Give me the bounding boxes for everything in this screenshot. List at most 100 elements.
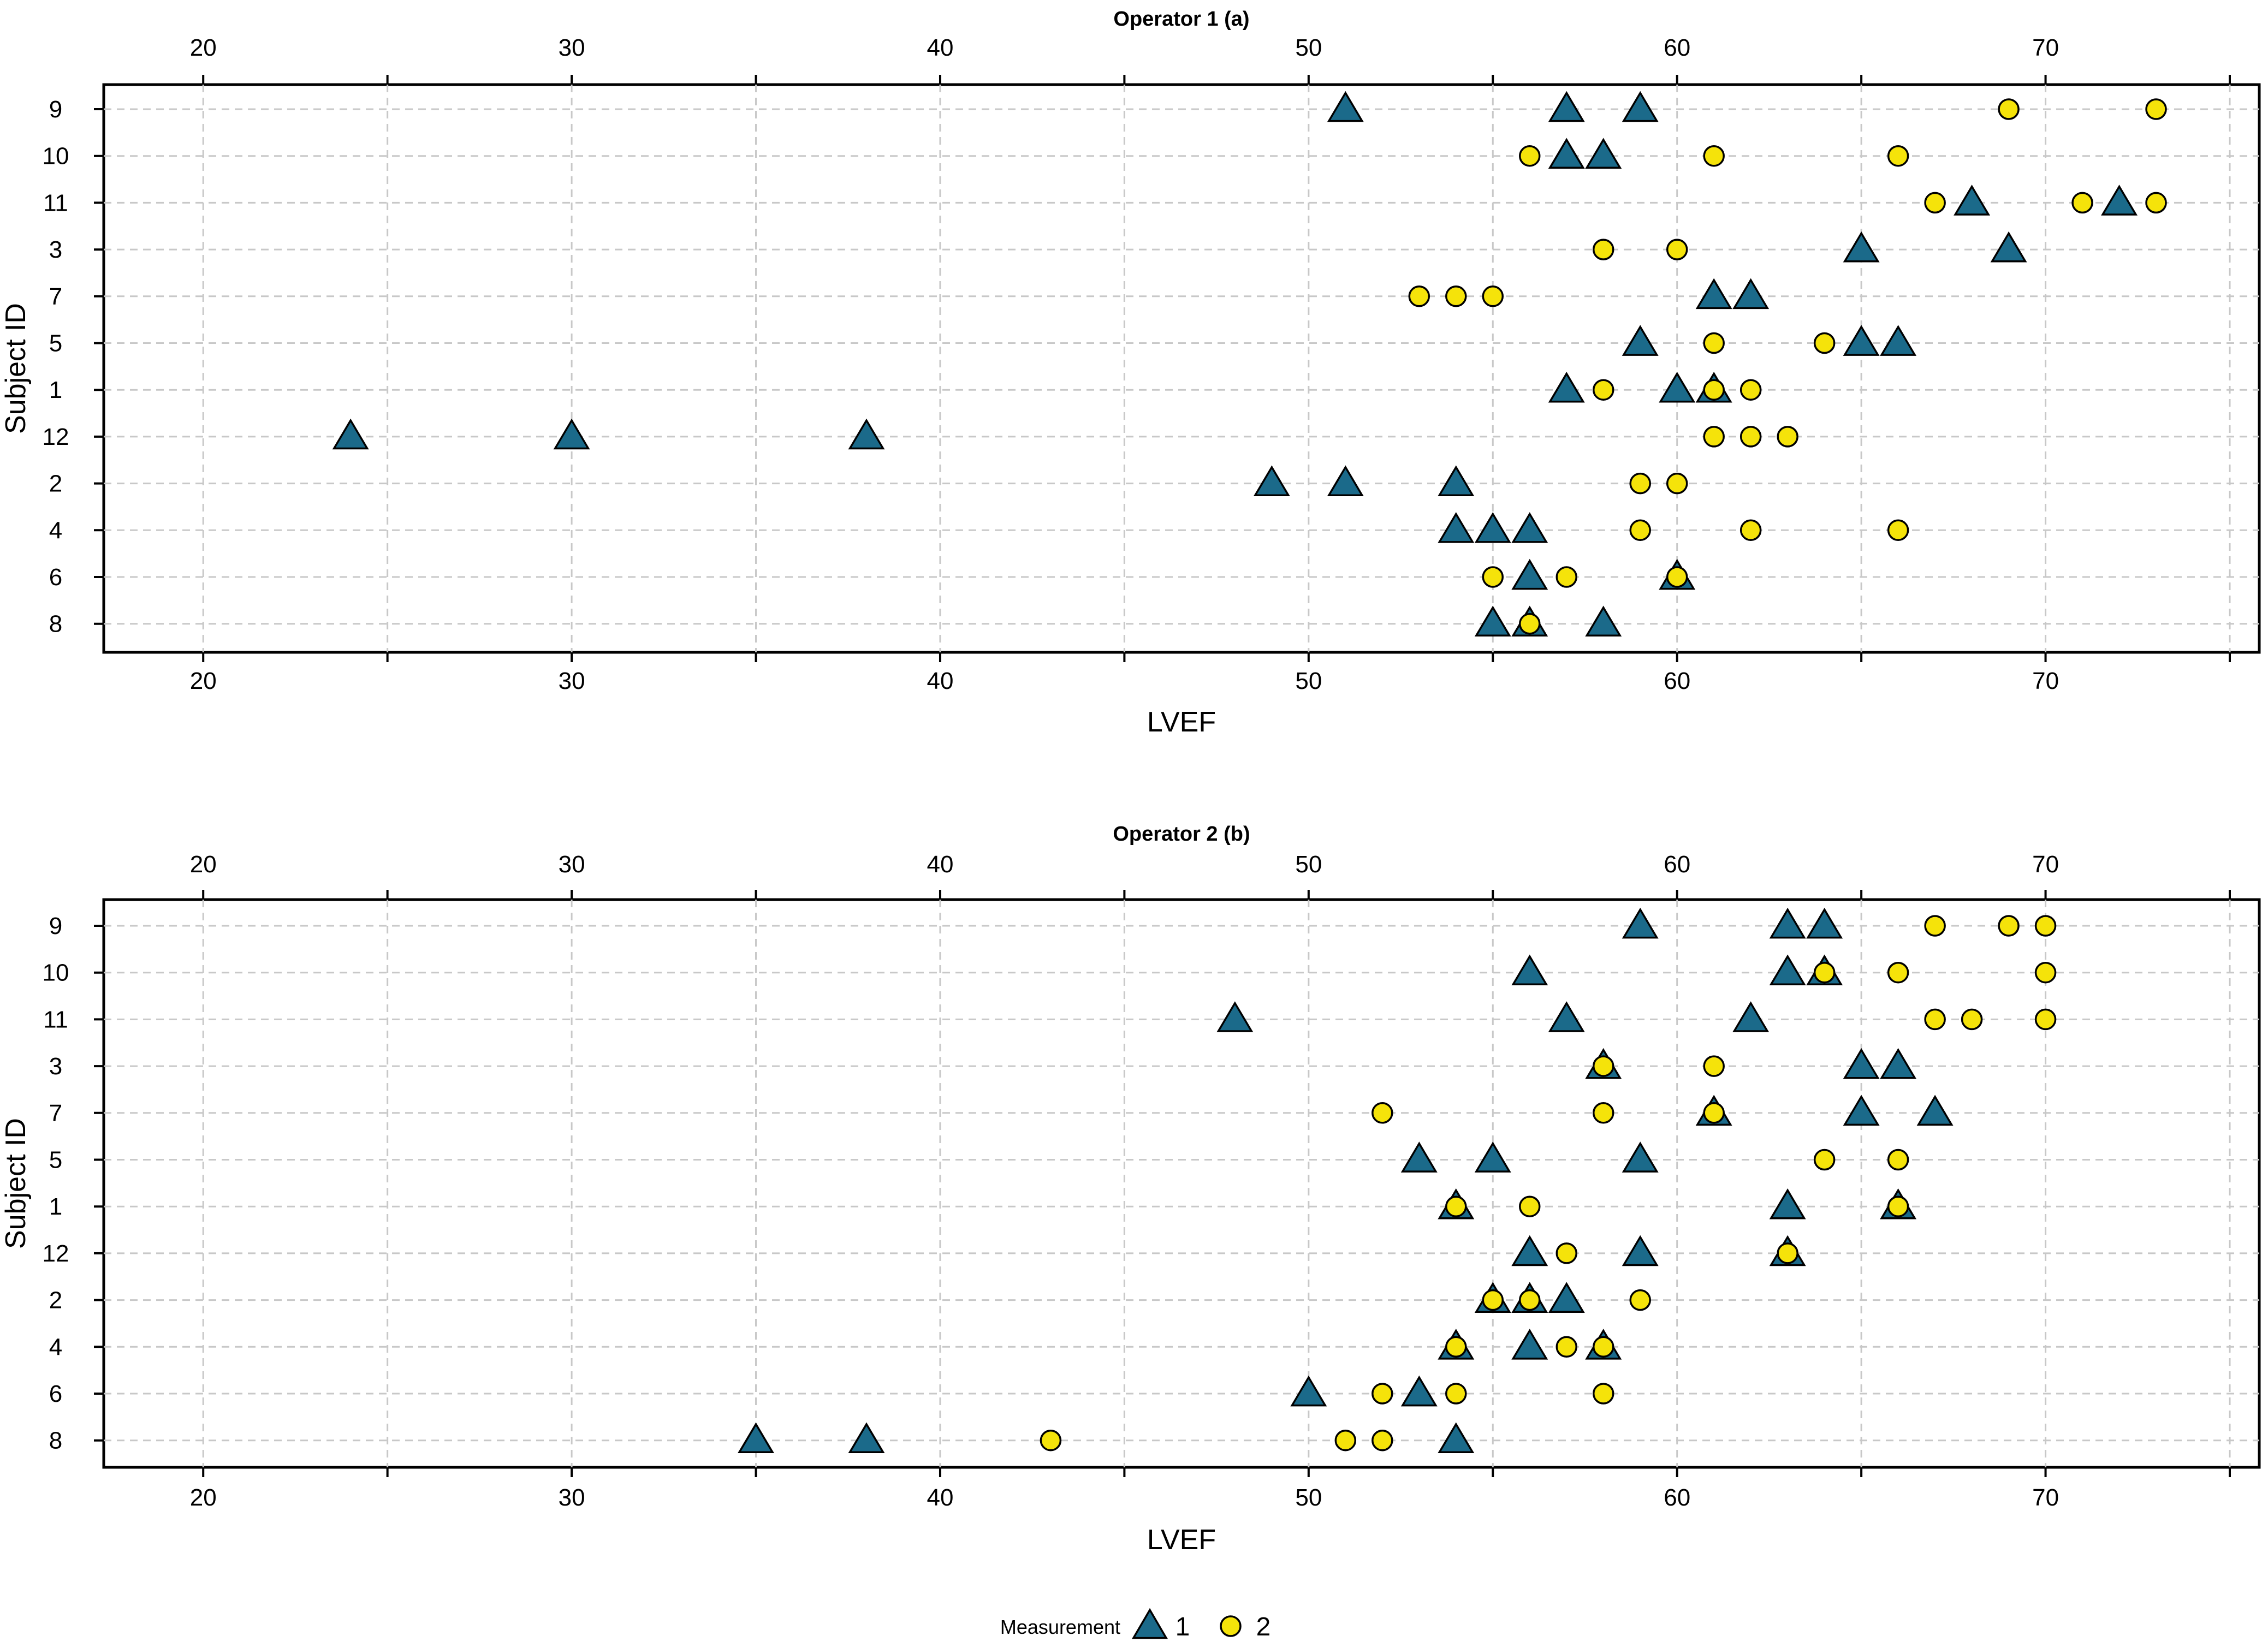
data-point-triangle — [848, 418, 885, 450]
legend-title: Measurement — [1000, 1616, 1120, 1638]
data-point-circle — [1445, 285, 1467, 307]
y-tick-label: 5 — [49, 1147, 62, 1174]
data-point-triangle — [553, 418, 590, 450]
x-axis-label: LVEF — [1147, 1524, 1216, 1556]
data-point-circle — [1334, 1429, 1357, 1451]
data-point-triangle — [1622, 91, 1659, 122]
y-tick-label: 4 — [49, 517, 62, 544]
data-point-circle — [1555, 1336, 1577, 1358]
data-point-triangle — [1769, 907, 1806, 939]
data-point-circle — [2034, 1008, 2057, 1031]
series-2 — [1408, 98, 2167, 635]
data-point-triangle — [1880, 1048, 1917, 1079]
x-tick-label-bottom: 30 — [559, 1484, 585, 1511]
data-point-circle — [1924, 915, 1946, 937]
data-point-circle — [2071, 192, 2093, 214]
data-point-triangle — [848, 1422, 885, 1454]
data-point-circle — [1961, 1008, 1983, 1031]
data-point-circle — [1629, 519, 1651, 542]
data-point-triangle — [1474, 512, 1511, 543]
y-tick-label: 1 — [49, 1193, 62, 1220]
data-point-triangle — [1622, 1141, 1659, 1173]
x-tick-label-bottom: 40 — [927, 1484, 953, 1511]
data-point-triangle — [1843, 1048, 1880, 1079]
data-point-triangle — [1511, 1235, 1548, 1266]
x-tick-label-top: 50 — [1295, 34, 1322, 61]
x-tick-label-top: 20 — [190, 34, 217, 61]
legend-label-2: 2 — [1256, 1613, 1271, 1639]
data-point-circle — [1813, 1149, 1836, 1171]
data-point-circle — [1592, 1336, 1614, 1358]
x-tick-label-bottom: 20 — [190, 668, 217, 694]
x-tick-label-top: 30 — [559, 851, 585, 878]
data-point-circle — [1372, 1429, 1393, 1451]
data-point-triangle — [1438, 512, 1475, 543]
data-point-circle — [2034, 915, 2057, 937]
y-tick-label: 1 — [49, 377, 62, 403]
data-point-circle — [1040, 1429, 1062, 1451]
data-point-triangle — [1954, 185, 1991, 216]
data-point-triangle — [1327, 91, 1364, 122]
data-point-circle — [1445, 1383, 1467, 1405]
data-point-circle — [1887, 961, 1909, 984]
data-point-circle — [1519, 145, 1541, 167]
data-point-triangle — [1548, 1282, 1585, 1313]
x-tick-label-bottom: 70 — [2032, 1484, 2059, 1511]
x-tick-label-bottom: 70 — [2032, 668, 2059, 694]
data-point-triangle — [1474, 605, 1511, 637]
data-point-triangle — [1548, 1001, 1585, 1032]
y-tick-label: 7 — [49, 283, 62, 310]
data-point-triangle — [1732, 278, 1770, 310]
data-point-circle — [1445, 1336, 1467, 1358]
y-tick-label: 9 — [49, 96, 62, 123]
y-tick-label: 3 — [49, 236, 62, 263]
data-point-circle — [1924, 192, 1946, 214]
data-point-circle — [1739, 519, 1762, 542]
x-tick-label-top: 40 — [927, 34, 953, 61]
x-tick-label-bottom: 50 — [1295, 668, 1322, 694]
data-point-triangle — [1585, 138, 1622, 169]
x-axis-label: LVEF — [1147, 706, 1216, 738]
data-point-triangle — [2101, 185, 2138, 216]
legend-marker-circle — [1220, 1615, 1242, 1637]
x-tick-label-bottom: 60 — [1664, 1484, 1690, 1511]
y-tick-label: 11 — [43, 189, 68, 216]
x-tick-label-bottom: 60 — [1664, 668, 1690, 694]
data-point-circle — [1408, 285, 1430, 307]
data-point-circle — [1703, 332, 1725, 354]
series-1 — [738, 907, 1954, 1454]
data-point-circle — [1887, 519, 1909, 542]
x-tick-label-top: 70 — [2032, 34, 2059, 61]
y-axis-label: Subject ID — [0, 1118, 32, 1249]
data-point-triangle — [1585, 605, 1622, 637]
y-tick-label: 4 — [49, 1334, 62, 1360]
data-point-triangle — [1548, 372, 1585, 403]
data-point-triangle — [1622, 907, 1659, 939]
y-axis-label: Subject ID — [0, 303, 32, 434]
plot-frame — [102, 898, 2261, 1469]
data-point-circle — [1813, 961, 1836, 984]
data-point-circle — [1666, 239, 1688, 260]
y-tick-label: 2 — [49, 1287, 62, 1314]
x-tick-label-top: 60 — [1664, 851, 1690, 878]
data-point-triangle — [1438, 465, 1475, 496]
y-tick-label: 10 — [43, 960, 69, 986]
data-point-circle — [1592, 1383, 1614, 1405]
data-point-triangle — [1732, 1001, 1770, 1032]
data-point-circle — [2145, 98, 2167, 120]
data-point-triangle — [1290, 1375, 1327, 1407]
y-tick-label: 10 — [43, 143, 69, 170]
data-point-circle — [1703, 145, 1725, 167]
data-point-triangle — [1769, 954, 1806, 986]
data-point-circle — [1887, 1149, 1909, 1171]
data-point-triangle — [1622, 325, 1659, 356]
x-tick-label-top: 70 — [2032, 851, 2059, 878]
data-point-triangle — [738, 1422, 774, 1454]
data-point-circle — [1813, 332, 1836, 354]
x-tick-label-bottom: 20 — [190, 1484, 217, 1511]
data-point-circle — [1998, 915, 2020, 937]
data-point-circle — [1666, 472, 1688, 495]
data-point-circle — [1777, 426, 1798, 448]
